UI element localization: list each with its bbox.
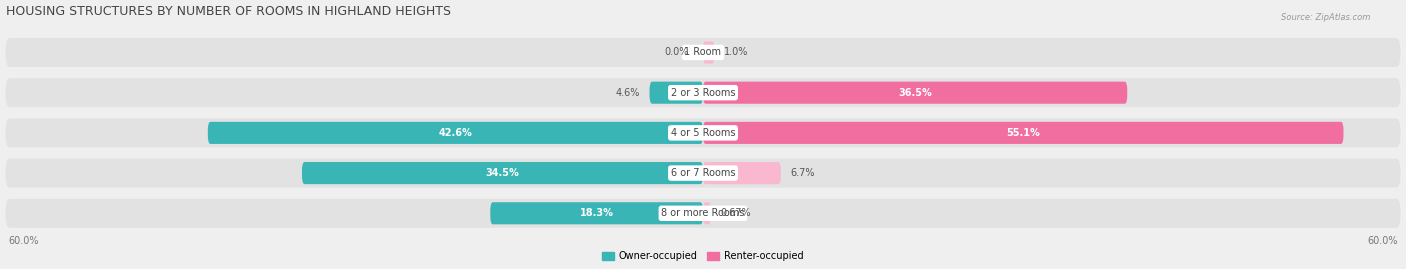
FancyBboxPatch shape bbox=[6, 118, 1400, 147]
Text: 60.0%: 60.0% bbox=[1368, 236, 1398, 246]
Text: 1 Room: 1 Room bbox=[685, 47, 721, 58]
Text: Source: ZipAtlas.com: Source: ZipAtlas.com bbox=[1281, 13, 1371, 22]
FancyBboxPatch shape bbox=[650, 82, 703, 104]
FancyBboxPatch shape bbox=[703, 122, 1344, 144]
FancyBboxPatch shape bbox=[6, 199, 1400, 228]
Text: 55.1%: 55.1% bbox=[1007, 128, 1040, 138]
Text: 1.0%: 1.0% bbox=[724, 47, 748, 58]
Legend: Owner-occupied, Renter-occupied: Owner-occupied, Renter-occupied bbox=[599, 247, 807, 265]
Text: 6 or 7 Rooms: 6 or 7 Rooms bbox=[671, 168, 735, 178]
FancyBboxPatch shape bbox=[208, 122, 703, 144]
FancyBboxPatch shape bbox=[703, 162, 780, 184]
Text: 18.3%: 18.3% bbox=[579, 208, 613, 218]
Text: 4.6%: 4.6% bbox=[616, 88, 640, 98]
Text: 60.0%: 60.0% bbox=[8, 236, 38, 246]
Text: 36.5%: 36.5% bbox=[898, 88, 932, 98]
FancyBboxPatch shape bbox=[6, 78, 1400, 107]
FancyBboxPatch shape bbox=[302, 162, 703, 184]
Text: 0.67%: 0.67% bbox=[720, 208, 751, 218]
Text: 2 or 3 Rooms: 2 or 3 Rooms bbox=[671, 88, 735, 98]
Text: 6.7%: 6.7% bbox=[790, 168, 814, 178]
Text: 34.5%: 34.5% bbox=[485, 168, 519, 178]
FancyBboxPatch shape bbox=[6, 38, 1400, 67]
FancyBboxPatch shape bbox=[703, 41, 714, 63]
Text: 0.0%: 0.0% bbox=[665, 47, 689, 58]
Text: 42.6%: 42.6% bbox=[439, 128, 472, 138]
Text: HOUSING STRUCTURES BY NUMBER OF ROOMS IN HIGHLAND HEIGHTS: HOUSING STRUCTURES BY NUMBER OF ROOMS IN… bbox=[6, 5, 450, 18]
FancyBboxPatch shape bbox=[703, 82, 1128, 104]
FancyBboxPatch shape bbox=[703, 202, 711, 224]
Text: 8 or more Rooms: 8 or more Rooms bbox=[661, 208, 745, 218]
FancyBboxPatch shape bbox=[6, 159, 1400, 187]
Text: 4 or 5 Rooms: 4 or 5 Rooms bbox=[671, 128, 735, 138]
FancyBboxPatch shape bbox=[491, 202, 703, 224]
